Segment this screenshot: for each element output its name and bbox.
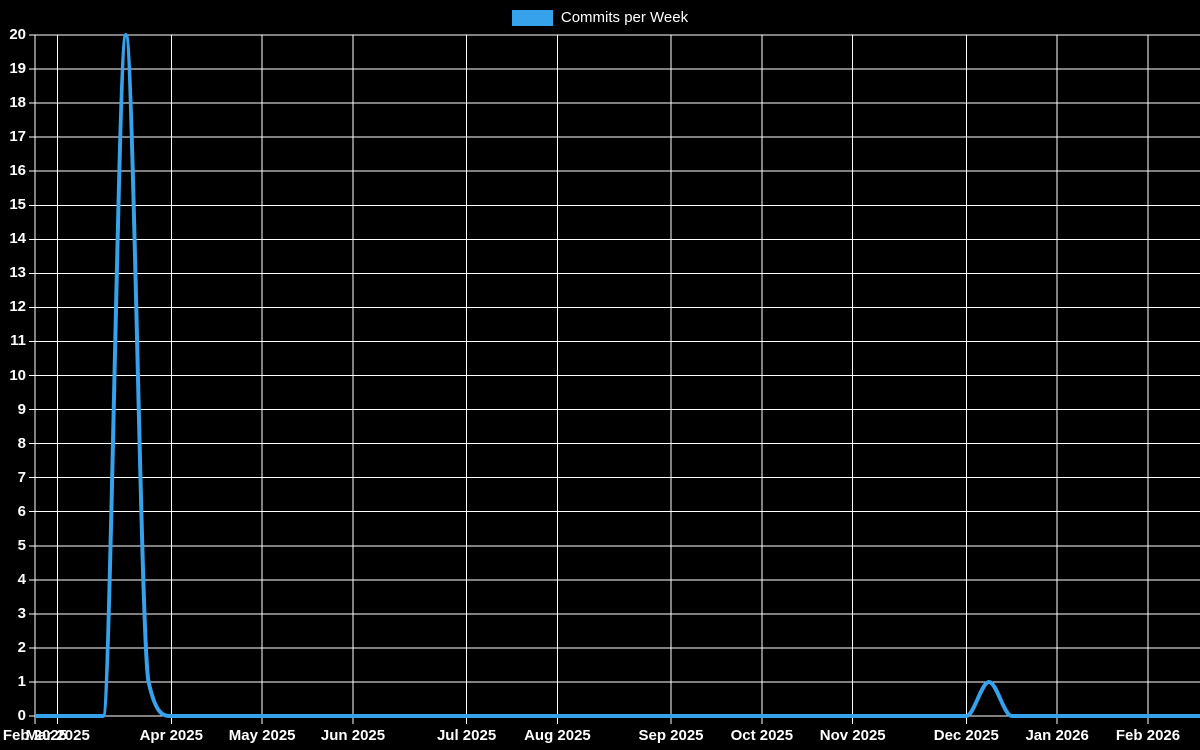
legend-label: Commits per Week [560,9,689,26]
commits-line-series [35,33,1200,718]
chart-legend[interactable]: Commits per Week [0,10,1200,26]
legend-swatch [511,10,553,26]
